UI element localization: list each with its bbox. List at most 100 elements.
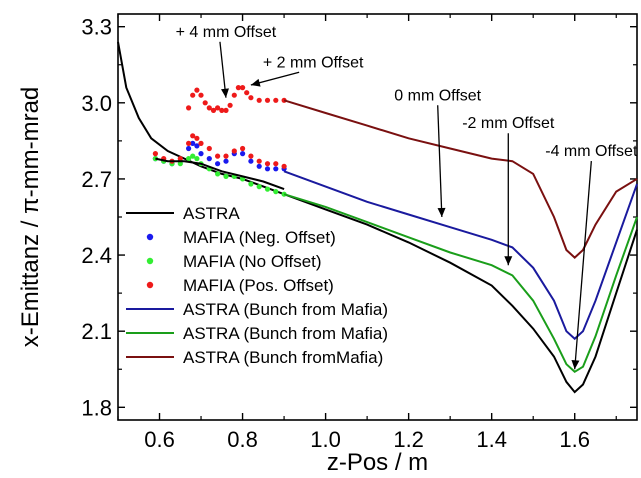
- series-point-1-12: [240, 151, 246, 157]
- legend-label: ASTRA: [183, 204, 240, 223]
- series-line-6: [283, 193, 638, 374]
- series-point-4-13: [240, 85, 246, 91]
- series-point-4-15: [248, 95, 254, 101]
- x-tick-label: 1.2: [393, 427, 424, 452]
- annotation-label: + 2 mm Offset: [263, 54, 364, 71]
- legend-label: MAFIA (Neg. Offset): [183, 228, 336, 247]
- annotation-label: -2 mm Offset: [462, 115, 555, 132]
- series-point-4-18: [273, 97, 279, 103]
- series-point-1-9: [215, 161, 221, 167]
- series-point-2-9: [215, 171, 221, 177]
- series-point-2-15: [264, 186, 271, 192]
- series-point-2-6: [194, 156, 200, 162]
- legend: ASTRA MAFIA (Neg. Offset) MAFIA (No Offset…: [126, 204, 388, 367]
- series-point-1-7: [198, 151, 204, 157]
- series-point-3-9: [215, 153, 221, 159]
- x-tick-label: 1.0: [310, 427, 341, 452]
- series-point-4-16: [256, 97, 262, 103]
- series-point-4-12: [235, 85, 241, 91]
- annotation-arrowhead: [504, 256, 513, 266]
- series-point-4-10: [227, 102, 233, 108]
- series-point-2-14: [256, 184, 262, 190]
- series-point-1-14: [256, 163, 262, 169]
- series-point-2-13: [248, 181, 254, 187]
- x-axis-title: z-Pos / m: [327, 449, 428, 476]
- y-axis-title: x-Emittanz / π-mm-mrad: [17, 87, 44, 348]
- y-tick-label: 1.8: [81, 395, 112, 420]
- legend-label: ASTRA (Bunch from Mafia): [183, 300, 388, 319]
- series-point-3-0: [152, 151, 158, 157]
- series-point-1-10: [223, 158, 229, 164]
- y-tick-label: 2.7: [81, 167, 112, 192]
- series-point-2-5: [190, 153, 196, 159]
- axes-layer: 0.6 0.8 1.0 1.2 1.4 1.6 1.8 2.1 2.4 2.7 3.0 3.3 z-Po…: [17, 13, 638, 476]
- annotation-arrow: [219, 41, 227, 98]
- series-point-3-12: [240, 145, 246, 152]
- series-point-4-1: [190, 92, 196, 98]
- series-point-4-2: [194, 87, 200, 93]
- x-tick-label: 0.8: [227, 427, 258, 452]
- series-point-4-14: [244, 90, 250, 96]
- annotation-label: 0 mm Offset: [394, 87, 481, 104]
- series-point-1-8: [206, 156, 212, 162]
- series-point-3-14: [256, 158, 262, 164]
- series-point-1-13: [248, 158, 254, 164]
- series-point-4-8: [219, 107, 225, 113]
- series-point-2-3: [177, 161, 183, 167]
- series-layer: [117, 41, 638, 394]
- legend-swatch-dot: [146, 257, 154, 265]
- series-line-8: [155, 157, 285, 191]
- series-point-3-8: [206, 145, 212, 152]
- annotation-label: -4 mm Offset: [545, 143, 638, 160]
- series-point-3-16: [273, 161, 279, 167]
- y-tick-label: 3.3: [81, 15, 112, 40]
- annotation-arrowhead: [221, 88, 229, 98]
- series-point-3-5: [190, 133, 196, 139]
- series-point-1-4: [186, 145, 192, 152]
- series-point-3-3: [177, 156, 183, 162]
- x-tick-label: 1.6: [559, 427, 590, 452]
- series-point-3-10: [223, 153, 229, 159]
- y-tick-label: 2.4: [81, 243, 112, 268]
- annotation-arrow: [574, 161, 592, 370]
- series-point-2-10: [223, 173, 229, 179]
- series-point-4-7: [215, 105, 221, 111]
- series-point-3-7: [198, 140, 204, 146]
- legend-label: ASTRA (Bunch fromMafia): [183, 348, 383, 367]
- series-point-2-4: [186, 156, 192, 162]
- annotation-layer: + 4 mm Offset + 2 mm Offset 0 mm Offset -2 …: [176, 24, 638, 370]
- legend-swatch-dot: [146, 281, 154, 289]
- legend-label: MAFIA (Pos. Offset): [183, 276, 334, 295]
- series-point-3-11: [231, 148, 237, 154]
- series-point-1-6: [194, 143, 200, 149]
- series-point-3-13: [248, 153, 254, 159]
- series-point-3-17: [281, 163, 287, 169]
- annotation-arrowhead: [437, 207, 446, 217]
- x-tick-label: 0.6: [144, 427, 175, 452]
- x-tick-label: 1.4: [476, 427, 507, 452]
- series-point-2-16: [273, 189, 279, 195]
- series-line-0: [117, 41, 638, 394]
- series-line-5: [283, 170, 638, 341]
- series-point-4-5: [206, 105, 212, 111]
- annotation-arrowhead: [250, 78, 261, 87]
- series-point-4-17: [264, 97, 271, 103]
- series-point-4-0: [186, 105, 192, 111]
- series-point-1-5: [190, 140, 196, 146]
- y-tick-label: 3.0: [81, 91, 112, 116]
- series-point-3-4: [186, 140, 192, 146]
- series-point-1-16: [273, 166, 279, 172]
- series-point-4-11: [231, 92, 237, 98]
- legend-label: MAFIA (No Offset): [183, 252, 322, 271]
- legend-label: ASTRA (Bunch from Mafia): [183, 324, 388, 343]
- annotation-label: + 4 mm Offset: [176, 24, 277, 41]
- series-point-4-6: [210, 107, 217, 113]
- series-point-1-15: [264, 166, 271, 172]
- series-point-3-6: [194, 135, 200, 141]
- y-tick-label: 2.1: [81, 319, 112, 344]
- series-point-4-9: [223, 107, 229, 113]
- series-line-7: [283, 99, 638, 259]
- annotation-arrow: [437, 105, 443, 218]
- annotation-arrowhead: [571, 359, 580, 370]
